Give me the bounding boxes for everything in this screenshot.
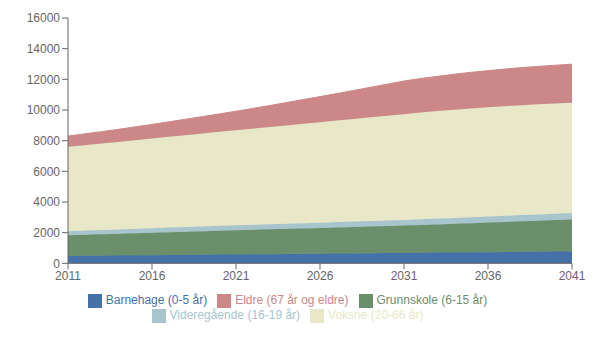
svg-text:6000: 6000 xyxy=(33,165,60,179)
svg-text:2031: 2031 xyxy=(391,269,418,283)
svg-text:2021: 2021 xyxy=(223,269,250,283)
html-text:Barnehage (0-5 år): Barnehage (0-5 år) xyxy=(105,293,208,308)
svg-text:2016: 2016 xyxy=(139,269,166,283)
html-text:Videregående (16-19 år): Videregående (16-19 år) xyxy=(169,308,301,323)
svg-text:8000: 8000 xyxy=(33,134,60,148)
svg-text:2036: 2036 xyxy=(475,269,502,283)
svg-text:2000: 2000 xyxy=(33,226,60,240)
svg-text:12000: 12000 xyxy=(27,73,61,87)
svg-text:2041: 2041 xyxy=(559,269,586,283)
html-text:Voksne (20-66 år): Voksne (20-66 år) xyxy=(328,308,424,323)
svg-text:4000: 4000 xyxy=(33,195,60,209)
svg-text:10000: 10000 xyxy=(27,103,61,117)
svg-text:14000: 14000 xyxy=(27,42,61,56)
svg-text:2011: 2011 xyxy=(55,269,81,283)
svg-text:2026: 2026 xyxy=(307,269,334,283)
svg-text:0: 0 xyxy=(53,257,60,271)
html-text:Grunnskole (6-15 år): Grunnskole (6-15 år) xyxy=(376,293,488,308)
svg-text:16000: 16000 xyxy=(27,11,61,25)
html-text:Eldre (67 år og eldre): Eldre (67 år og eldre) xyxy=(235,293,349,308)
